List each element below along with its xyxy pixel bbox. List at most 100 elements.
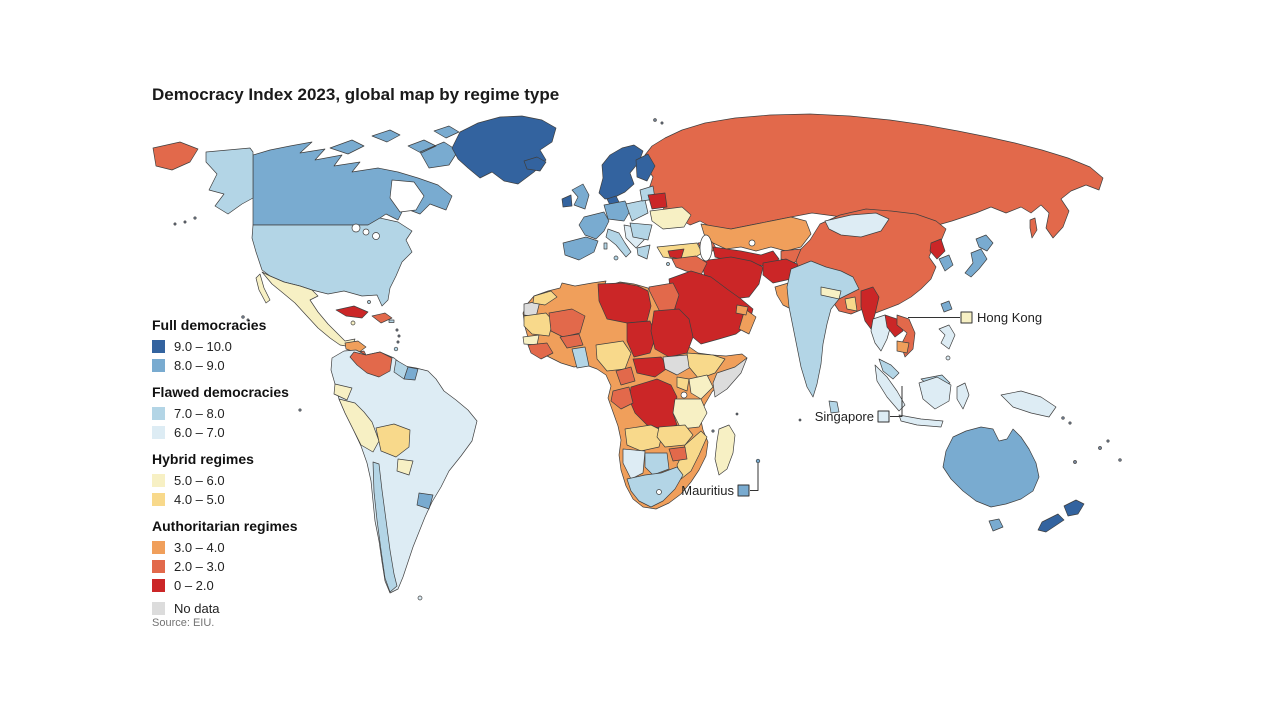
legend-group-label: Flawed democracies [152, 384, 289, 400]
legend-group-label: Authoritarian regimes [152, 518, 298, 534]
region-hispaniola [371, 312, 393, 324]
region-south-africa [626, 466, 684, 508]
page-title: Democracy Index 2023, global map by regi… [152, 85, 560, 104]
great-lake-1 [351, 223, 361, 233]
region-peru [338, 398, 380, 453]
region-morocco [532, 290, 558, 306]
region-japan [964, 234, 994, 278]
legend-group-hybrid-regimes: Hybrid regimes 5.0 – 6.0 4.0 – 5.0 [152, 451, 302, 507]
region-oman [738, 308, 757, 335]
legend-range: 4.0 – 5.0 [174, 492, 225, 507]
region-cambodia [896, 340, 910, 354]
region-bangladesh [844, 296, 858, 312]
legend-row: No data [152, 601, 302, 616]
legend-row: 7.0 – 8.0 [152, 406, 302, 421]
region-sicily [613, 255, 619, 261]
legend-row: 9.0 – 10.0 [152, 339, 302, 354]
region-india [786, 260, 860, 398]
region-madagascar [714, 424, 736, 476]
region-philippines-south [945, 355, 951, 361]
legend-range: 3.0 – 4.0 [174, 540, 225, 555]
region-greece [636, 244, 651, 260]
region-germany [603, 200, 631, 222]
region-burkina-faso [559, 333, 584, 349]
region-trinidad [393, 346, 399, 352]
region-angola [624, 424, 664, 452]
legend-swatch [152, 579, 165, 592]
region-ukraine [649, 206, 692, 230]
great-lake-3 [372, 232, 380, 240]
singapore-label: Singapore [814, 409, 874, 424]
region-usa [251, 217, 413, 307]
region-alaska [205, 147, 254, 215]
region-taiwan [940, 300, 953, 313]
region-somalia [712, 357, 748, 398]
lesotho-hole [656, 489, 662, 495]
region-kazakhstan [700, 216, 812, 252]
region-suriname [403, 366, 419, 381]
legend-row: 3.0 – 4.0 [152, 540, 302, 555]
legend-range: No data [174, 601, 220, 616]
region-tanzania [672, 398, 708, 430]
legend-swatch [152, 602, 165, 615]
region-zimbabwe [668, 446, 688, 462]
region-mexico [261, 271, 356, 348]
legend-group-label: Hybrid regimes [152, 451, 254, 467]
region-sakhalin [1029, 217, 1038, 239]
great-lake-2 [362, 228, 370, 236]
region-italy [605, 228, 632, 258]
region-iceland [523, 156, 547, 172]
island-specks [173, 118, 1122, 464]
legend-range: 8.0 – 9.0 [174, 358, 225, 373]
legend-range: 6.0 – 7.0 [174, 425, 225, 440]
legend-row: 5.0 – 6.0 [152, 473, 302, 488]
lake-victoria [680, 391, 688, 399]
region-mauritania [523, 312, 554, 337]
region-bolivia [375, 423, 411, 458]
mauritius-leader-line [750, 463, 759, 491]
region-canada-archipelago [329, 125, 460, 169]
legend-group-flawed-democracies: Flawed democracies 7.0 – 8.0 6.0 – 7.0 [152, 384, 302, 440]
region-jamaica [350, 320, 356, 326]
region-botswana [644, 452, 670, 476]
legend-swatch [152, 340, 165, 353]
region-baja [255, 273, 271, 304]
aral-sea [748, 239, 756, 247]
source-note: Source: EIU. [152, 617, 215, 629]
legend-swatch [152, 474, 165, 487]
region-sardinia [603, 242, 608, 250]
legend-swatch [152, 560, 165, 573]
region-belarus [647, 192, 668, 210]
region-guatemala [344, 340, 367, 354]
region-mauritius [755, 458, 761, 464]
legend-row: 6.0 – 7.0 [152, 425, 302, 440]
region-south-korea [938, 254, 954, 272]
region-france [578, 211, 610, 240]
region-senegal [522, 334, 540, 346]
region-libya [597, 282, 652, 324]
legend-row: 8.0 – 9.0 [152, 358, 302, 373]
region-laos [884, 314, 904, 338]
region-nepal [820, 286, 842, 300]
region-drc [628, 378, 678, 430]
region-uganda [676, 376, 690, 392]
region-finland [635, 153, 656, 182]
legend: Full democracies 9.0 – 10.0 8.0 – 9.0 Fl… [152, 317, 302, 621]
region-romania [629, 222, 653, 241]
region-new-zealand [1037, 499, 1085, 533]
legend-swatch [152, 426, 165, 439]
legend-swatch [152, 493, 165, 506]
legend-range: 2.0 – 3.0 [174, 559, 225, 574]
legend-range: 0 – 2.0 [174, 578, 214, 593]
region-puerto-rico [388, 319, 395, 323]
region-central-african-republic [632, 356, 670, 378]
legend-swatch [152, 359, 165, 372]
region-ireland [561, 194, 573, 208]
hong-kong-marker [960, 311, 973, 324]
region-cyprus [666, 262, 670, 266]
legend-range: 9.0 – 10.0 [174, 339, 232, 354]
singapore-leader-line [890, 386, 903, 417]
region-namibia [622, 448, 646, 480]
region-australia [942, 426, 1040, 508]
legend-group-authoritarian-regimes: Authoritarian regimes 3.0 – 4.0 2.0 – 3.… [152, 518, 302, 616]
